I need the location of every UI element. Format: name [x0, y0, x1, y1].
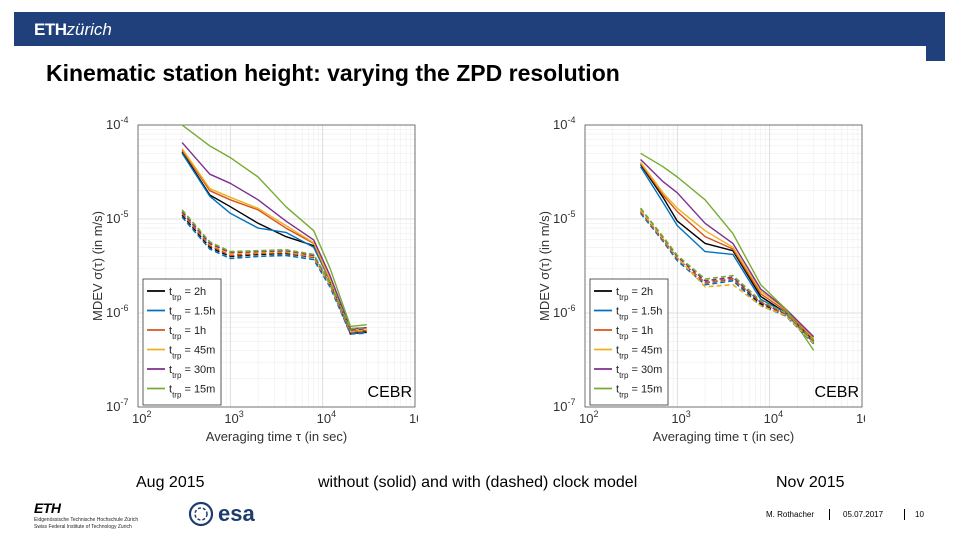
y-tick-label: 10-7 [106, 397, 128, 414]
legend-box [142, 278, 222, 406]
series-line-45m-solid [181, 148, 367, 331]
logo-italic-text: zürich [66, 20, 112, 39]
esa-logo-text: esa [218, 501, 255, 526]
footer-separator [829, 509, 830, 520]
y-tick-label: 10-6 [553, 303, 575, 320]
series-line-1h-dashed [181, 212, 367, 334]
eth-footer-line1: Eidgenössische Technische Hochschule Zür… [34, 517, 139, 523]
series-line-30m-solid [181, 142, 367, 330]
eth-footer-logo: ETH [34, 500, 61, 516]
footer-author: M. Rothacher [766, 510, 815, 519]
x-tick-label: 103 [671, 409, 690, 426]
station-label: CEBR [368, 384, 412, 401]
legend-entry: ttrp = 15m [616, 384, 662, 400]
plot-frame [584, 124, 863, 408]
logo-bold-text: ETH [34, 20, 67, 39]
x-tick-label: 104 [764, 409, 783, 426]
station-label: CEBR [815, 384, 859, 401]
mdev-chart-aug-2015: 102 103 104 105 10-7 10-6 10-5 10-4 Averaging ti… [90, 115, 418, 444]
legend-entry: ttrp = 45m [616, 345, 662, 361]
legend-box [589, 278, 669, 406]
series-line-15m-solid [640, 152, 815, 351]
x-axis-label: Averaging time τ (in sec) [206, 429, 347, 444]
y-tick-label: 10-4 [106, 115, 128, 132]
esa-ring-icon [188, 501, 214, 527]
legend-entry: ttrp = 15m [169, 384, 215, 400]
mdev-chart-nov-2015: 102 103 104 105 10-7 10-6 10-5 10-4 Averaging ti… [537, 115, 865, 444]
y-axis-label: MDEV σ(τ) (in m/s) [90, 211, 105, 321]
series-line-1h-solid [640, 162, 815, 341]
x-axis-label: Averaging time τ (in sec) [653, 429, 794, 444]
x-tick-label: 104 [317, 409, 336, 426]
y-tick-label: 10-7 [553, 397, 575, 414]
y-tick-label: 10-6 [106, 303, 128, 320]
legend-entry: ttrp = 30m [169, 364, 215, 380]
legend-entry: ttrp = 1h [169, 325, 206, 341]
legend-entry: ttrp = 2h [169, 286, 206, 302]
y-tick-label: 10-5 [106, 209, 128, 226]
caption-aug-2015: Aug 2015 [136, 474, 205, 491]
legend-entry: ttrp = 30m [616, 364, 662, 380]
footer-separator [904, 509, 905, 520]
x-tick-label: 102 [579, 409, 598, 426]
series-line-15m-solid [181, 124, 367, 328]
series-line-30m-dashed [181, 211, 367, 331]
x-tick-label: 105 [409, 409, 418, 426]
x-tick-label: 102 [132, 409, 151, 426]
series-line-2h-dashed [181, 214, 367, 335]
legend-entry: ttrp = 45m [169, 345, 215, 361]
footer-date: 05.07.2017 [843, 510, 884, 519]
series-line-15m-dashed [639, 207, 815, 342]
legend-entry: ttrp = 2h [616, 286, 653, 302]
y-tick-label: 10-5 [553, 209, 575, 226]
series-line-1_5h-dashed [181, 216, 367, 335]
esa-logo: esa [188, 501, 255, 527]
eth-footer-line2: Swiss Federal Institute of Technology Zu… [34, 524, 132, 530]
legend-entry: ttrp = 1.5h [616, 306, 662, 322]
plot-frame [137, 124, 416, 408]
eth-zurich-logo[interactable]: ETHzürich [34, 20, 112, 40]
series-line-15m-dashed [181, 209, 367, 330]
caption-clock-model: without (solid) and with (dashed) clock … [318, 474, 638, 491]
esa-inner-icon [194, 507, 208, 521]
footer-page-number: 10 [915, 510, 924, 519]
x-tick-label: 103 [224, 409, 243, 426]
x-tick-label: 105 [856, 409, 865, 426]
caption-nov-2015: Nov 2015 [776, 474, 845, 491]
header-notch [14, 46, 926, 62]
y-tick-label: 10-4 [553, 115, 575, 132]
legend-entry: ttrp = 1h [616, 325, 653, 341]
legend-entry: ttrp = 1.5h [169, 306, 215, 322]
y-axis-label: MDEV σ(τ) (in m/s) [537, 211, 552, 321]
page-title: Kinematic station height: varying the ZP… [46, 60, 620, 86]
